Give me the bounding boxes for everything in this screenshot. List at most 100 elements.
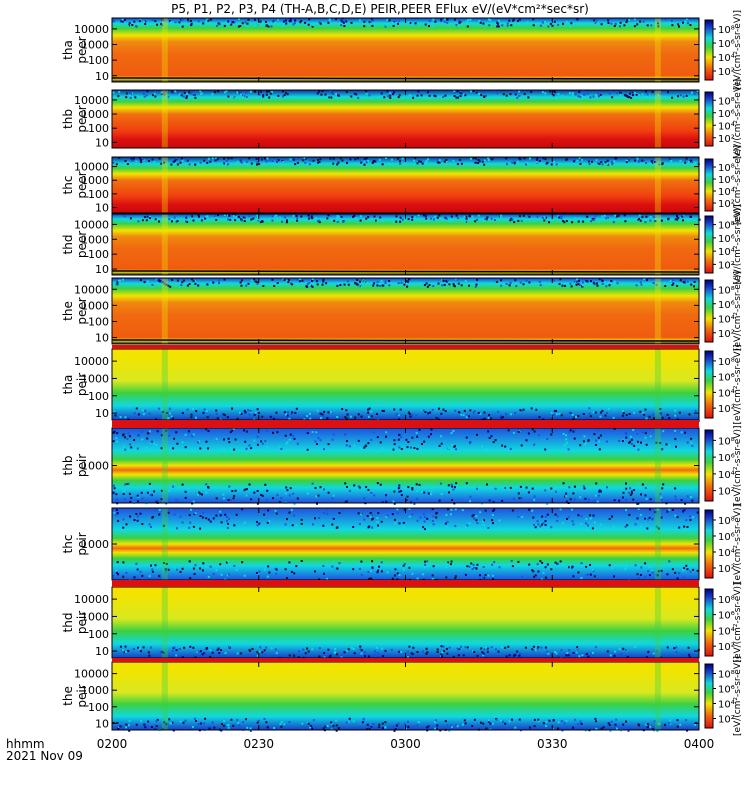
colorbar-tick-label: 10² <box>718 67 735 78</box>
heatmap-streak <box>654 157 661 213</box>
y-axis-label-probe: thc <box>61 535 75 554</box>
spectrogram-panel-thd-peir: 10 100 1000 10000 thd peir 10² 10⁴ 10⁶ 10⁸[eV/(cm… <box>61 582 743 662</box>
colorbar-tick-label: 10⁶ <box>718 532 735 543</box>
figure-title: P5, P1, P2, P3, P4 (TH-A,B,C,D,E) PEIR,P… <box>171 2 589 16</box>
heatmap-streak <box>161 90 168 148</box>
heatmap-noise <box>121 214 701 224</box>
y-axis-label-probe: tha <box>61 375 75 395</box>
colorbar-tick-label: 10⁸ <box>718 163 735 174</box>
colorbar-units-label: [eV/(cm²-s-sr-eV)] <box>733 656 743 736</box>
heatmap-streak <box>161 587 168 658</box>
heatmap-streak <box>654 662 661 730</box>
colorbar-units-label: [eV/(cm²-s-sr-eV)] <box>733 504 743 584</box>
y-tick-label: 1000 <box>81 538 109 551</box>
heatmap-streak <box>654 428 661 503</box>
colorbar-units-label: [eV/(cm²-s-sr-eV)] <box>733 344 743 424</box>
colorbar-gradient <box>704 215 714 274</box>
colorbar-gradient <box>704 509 714 579</box>
y-tick-label: 1000 <box>81 610 109 623</box>
y-tick-label: 10000 <box>74 161 109 174</box>
y-axis-label-probe: tha <box>61 40 75 60</box>
y-tick-label: 10000 <box>74 23 109 36</box>
colorbar-tick-label: 10⁶ <box>718 234 735 245</box>
colorbar-tick-label: 10⁸ <box>718 221 735 232</box>
x-tick-label: 0400 <box>684 737 715 751</box>
heatmap-streak <box>161 508 168 580</box>
x-tick-label: 0230 <box>243 737 274 751</box>
heatmap-noise <box>113 278 700 288</box>
colorbar-units-label: [eV/(cm²-s-sr-eV)] <box>733 79 743 159</box>
colorbar-tick-label: 10⁴ <box>718 314 735 325</box>
heatmap-noise <box>112 428 694 505</box>
heatmap-noise <box>112 508 699 582</box>
colorbar-tick-label: 10² <box>718 404 735 415</box>
spectrogram-panel-the-peir: 10 100 1000 10000 the peir 10² 10⁴ 10⁶ 10⁸[eV/(cm… <box>61 656 743 736</box>
colorbar-tick-label: 10⁴ <box>718 121 735 132</box>
time-axis-format-label: hhmm <box>6 737 45 751</box>
colorbar-tick-label: 10² <box>718 715 735 726</box>
heatmap-streak <box>161 662 168 730</box>
heatmap-noise <box>112 18 692 28</box>
y-tick-label: 10000 <box>74 593 109 606</box>
y-tick-label: 10000 <box>74 668 109 681</box>
heatmap-streak <box>654 508 661 580</box>
y-tick-label: 1000 <box>81 39 109 52</box>
colorbar-tick-label: 10⁴ <box>718 700 735 711</box>
colorbar-tick-label: 10⁶ <box>718 685 735 696</box>
colorbar-gradient <box>704 429 714 502</box>
heatmap-streak <box>161 18 168 82</box>
colorbar-tick-label: 10⁴ <box>718 187 735 198</box>
y-axis-label-instrument: peir <box>75 373 89 396</box>
y-tick-label: 10 <box>95 645 109 658</box>
heatmap-streak <box>654 18 661 82</box>
heatmap-streak <box>654 214 661 275</box>
y-axis-label-instrument: peer <box>75 105 89 132</box>
colorbar-gradient <box>704 158 714 212</box>
y-tick-label: 1000 <box>81 372 109 385</box>
colorbar-gradient <box>704 279 714 343</box>
heatmap-field <box>112 18 699 82</box>
colorbar-tick-label: 10⁸ <box>718 436 735 447</box>
heatmap-noise <box>112 90 699 99</box>
y-tick-label: 10000 <box>74 283 109 296</box>
y-tick-label: 10 <box>95 717 109 730</box>
colorbar-units-label: [eV/(cm²-s-sr-eV)] <box>733 10 743 90</box>
y-axis-label-probe: thb <box>61 456 75 476</box>
colorbar-tick-label: 10⁴ <box>718 470 735 481</box>
y-tick-label: 10000 <box>74 94 109 107</box>
colorbar-tick-label: 10⁴ <box>718 388 735 399</box>
colorbar-gradient <box>704 91 714 147</box>
y-tick-label: 100 <box>88 54 109 67</box>
time-axis-date-label: 2021 Nov 09 <box>6 749 83 763</box>
y-axis-label-instrument: peir <box>75 532 89 555</box>
colorbar-tick-label: 10⁶ <box>718 39 735 50</box>
heatmap-streak <box>654 587 661 658</box>
y-axis-label-probe: thb <box>61 109 75 129</box>
heatmap-streak <box>161 214 168 275</box>
panel-separator-strip <box>112 345 699 349</box>
colorbar-units-label: [eV/(cm²-s-sr-eV)] <box>733 271 743 351</box>
y-axis-label-probe: thd <box>61 613 75 633</box>
colorbar-tick-label: 10⁸ <box>718 96 735 107</box>
y-tick-label: 1000 <box>81 684 109 697</box>
heatmap-streak <box>654 90 661 148</box>
colorbar-tick-label: 10⁶ <box>718 175 735 186</box>
heatmap-streak <box>161 157 168 213</box>
y-tick-label: 1000 <box>81 108 109 121</box>
colorbar-tick-label: 10⁴ <box>718 53 735 64</box>
y-tick-label: 1000 <box>81 174 109 187</box>
colorbar-tick-label: 10⁸ <box>718 516 735 527</box>
heatmap-field <box>112 214 699 275</box>
colorbar-units-label: [eV/(cm²-s-sr-eV)] <box>733 204 743 284</box>
y-tick-label: 1000 <box>81 460 109 473</box>
y-axis-label-instrument: peer <box>75 171 89 198</box>
heatmap-field <box>112 587 699 658</box>
colorbar-tick-label: 10² <box>718 199 735 210</box>
y-axis-label-instrument: peer <box>75 36 89 63</box>
colorbar-tick-label: 10⁶ <box>718 373 735 384</box>
